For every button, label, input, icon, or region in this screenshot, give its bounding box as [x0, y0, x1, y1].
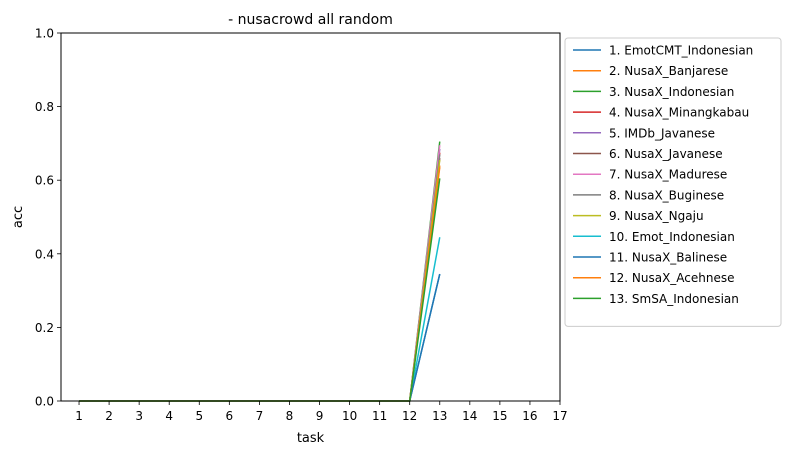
x-tick-label: 1 [75, 409, 83, 423]
x-tick-label: 14 [462, 409, 477, 423]
series-line-7 [79, 145, 441, 402]
x-tick-label: 17 [552, 409, 567, 423]
legend-label-3: 3. NusaX_Indonesian [609, 85, 734, 99]
legend-label-4: 4. NusaX_Minangkabau [609, 106, 749, 120]
legend-label-6: 6. NusaX_Javanese [609, 147, 723, 161]
legend-label-1: 1. EmotCMT_Indonesian [609, 44, 753, 58]
y-axis-ticks: 0.0 0.2 0.4 0.6 0.8 1.0 [35, 27, 61, 409]
series-line-4 [79, 152, 441, 402]
x-tick-label: 2 [105, 409, 113, 423]
x-tick-label: 15 [492, 409, 507, 423]
x-tick-label: 10 [342, 409, 357, 423]
x-tick-label: 11 [372, 409, 387, 423]
y-tick-label: 0.8 [35, 100, 54, 114]
y-axis-label: acc [11, 206, 26, 228]
y-tick-label: 0.0 [35, 395, 54, 409]
y-tick-label: 0.6 [35, 174, 54, 188]
legend-box [564, 37, 782, 327]
x-tick-label: 7 [256, 409, 264, 423]
x-tick-label: 6 [226, 409, 234, 423]
y-tick-label: 0.4 [35, 247, 54, 261]
x-axis-label: task [297, 431, 325, 446]
series-line-13 [79, 178, 441, 402]
x-tick-label: 8 [286, 409, 294, 423]
legend-label-13: 13. SmSA_Indonesian [609, 292, 739, 306]
x-tick-label: 13 [432, 409, 447, 423]
legend-label-2: 2. NusaX_Banjarese [609, 64, 728, 78]
plot-lines [79, 141, 441, 402]
y-tick-label: 1.0 [35, 27, 54, 41]
series-line-11 [79, 273, 441, 402]
x-axis-ticks: 1 2 3 4 5 6 7 8 9 10 11 12 13 14 15 16 17 [75, 401, 568, 423]
legend-label-10: 10. Emot_Indonesian [609, 230, 735, 244]
legend-label-12: 12. NusaX_Acehnese [609, 271, 735, 285]
chart-title: - nusacrowd all random [228, 12, 393, 28]
series-line-8 [79, 154, 441, 402]
series-line-5 [79, 148, 441, 402]
legend-label-7: 7. NusaX_Madurese [609, 168, 727, 182]
legend-label-5: 5. IMDb_Javanese [609, 126, 715, 140]
series-line-3 [79, 141, 441, 402]
series-line-2 [79, 165, 441, 402]
x-tick-label: 9 [316, 409, 324, 423]
series-line-6 [79, 158, 441, 402]
y-tick-label: 0.2 [35, 321, 54, 335]
legend-label-8: 8. NusaX_Buginese [609, 188, 724, 202]
legend-label-9: 9. NusaX_Ngaju [609, 209, 704, 223]
series-line-1 [79, 273, 441, 402]
series-line-9 [79, 159, 441, 402]
plot-frame [60, 32, 561, 402]
x-tick-label: 16 [522, 409, 537, 423]
x-tick-label: 12 [402, 409, 417, 423]
x-tick-label: 4 [165, 409, 173, 423]
series-line-10 [79, 237, 441, 402]
x-tick-label: 3 [135, 409, 143, 423]
legend: 1. EmotCMT_Indonesian 2. NusaX_Banjarese 3… [564, 37, 782, 327]
x-tick-label: 5 [195, 409, 203, 423]
legend-label-11: 11. NusaX_Balinese [609, 251, 727, 265]
series-line-12 [79, 167, 441, 402]
